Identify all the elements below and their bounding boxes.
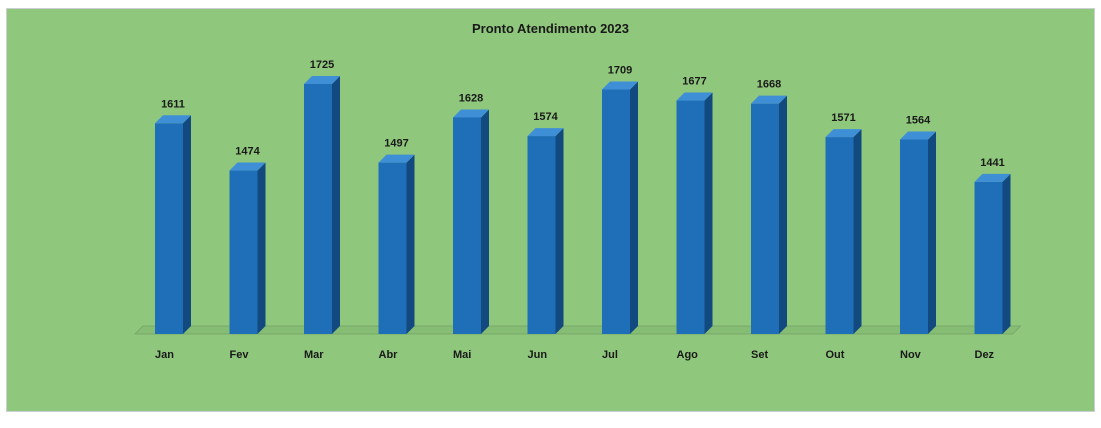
bar-side: [704, 92, 713, 334]
bar-top: [900, 131, 936, 140]
bar-side: [853, 129, 862, 334]
data-label: 1574: [533, 111, 558, 123]
x-tick-label: Abr: [379, 349, 399, 361]
data-label: 1611: [161, 98, 185, 110]
bar: [825, 137, 854, 334]
bar-top: [229, 162, 266, 171]
data-label: 1571: [831, 112, 855, 124]
bar: [751, 103, 779, 334]
bar-side: [779, 95, 787, 334]
bar-side: [928, 131, 936, 334]
bar: [676, 100, 705, 334]
data-label: 1628: [459, 92, 483, 104]
bar-top: [676, 92, 713, 101]
bar-top: [304, 76, 340, 84]
bar: [974, 181, 1003, 334]
x-tick-label: Nov: [900, 349, 922, 361]
data-label: 1677: [682, 76, 706, 88]
bar: [155, 123, 183, 334]
bar-side: [481, 109, 489, 334]
bar-top: [825, 129, 862, 138]
bar-side: [406, 154, 415, 334]
x-tick-label: Set: [751, 349, 768, 361]
bar-side: [332, 76, 340, 334]
data-label: 1497: [384, 138, 408, 150]
bar: [602, 89, 630, 334]
x-tick-label: Fev: [230, 349, 250, 361]
bar: [378, 162, 407, 334]
bar: [900, 139, 928, 334]
data-label: 1474: [235, 146, 260, 158]
bar-side: [257, 162, 266, 334]
bar-top: [453, 109, 489, 118]
bar-side: [555, 128, 564, 334]
data-label: 1725: [310, 59, 334, 71]
x-tick-label: Ago: [677, 349, 699, 361]
x-tick-label: Mar: [304, 349, 324, 361]
bar-top: [602, 81, 638, 90]
data-label: 1441: [980, 157, 1004, 169]
bar-top: [378, 154, 415, 163]
data-label: 1564: [906, 115, 931, 127]
bar: [304, 84, 332, 334]
x-tick-label: Out: [826, 349, 845, 361]
x-tick-label: Jul: [602, 349, 618, 361]
bar-top: [527, 128, 564, 137]
bar-side: [183, 115, 191, 334]
x-tick-label: Dez: [975, 349, 995, 361]
chart-title: Pronto Atendimento 2023: [472, 21, 629, 36]
chart-area: Pronto Atendimento 2023 1611 Jan 1474 Fev 17…: [6, 8, 1095, 412]
bar: [229, 170, 258, 334]
bar-top: [751, 95, 787, 104]
bar-top: [974, 173, 1011, 182]
x-tick-label: Jan: [155, 349, 174, 361]
data-label: 1709: [608, 65, 632, 77]
bar-chart: 1611 Jan 1474 Fev 1725 Mar 1497 Abr 1628 Mai 1574 J…: [133, 59, 1022, 361]
x-tick-label: Jun: [528, 349, 548, 361]
data-label: 1668: [757, 79, 781, 91]
bar: [453, 117, 481, 334]
bar: [527, 136, 556, 334]
chart-floor: [133, 325, 1022, 335]
x-tick-label: Mai: [453, 349, 471, 361]
bar-side: [1002, 173, 1011, 334]
bar-side: [630, 81, 638, 334]
bar-top: [155, 115, 191, 124]
